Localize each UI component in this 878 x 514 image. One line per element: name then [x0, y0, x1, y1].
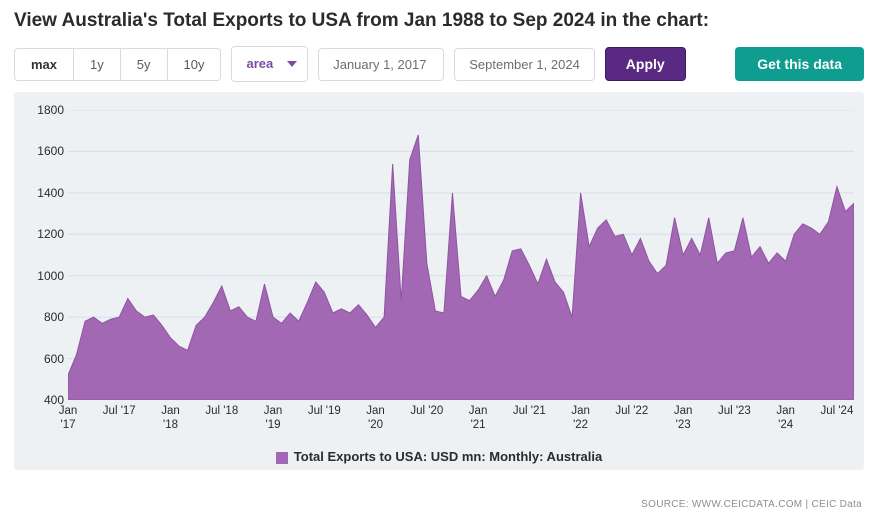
range-group: max1y5y10y	[14, 48, 221, 81]
get-data-button[interactable]: Get this data	[735, 47, 864, 81]
legend: Total Exports to USA: USD mn: Monthly: A…	[14, 449, 864, 464]
range-button-max[interactable]: max	[14, 48, 74, 81]
y-tick-label: 1200	[22, 227, 64, 241]
y-tick-label: 800	[22, 310, 64, 324]
controls-bar: max1y5y10y area January 1, 2017 Septembe…	[0, 46, 878, 92]
range-button-1y[interactable]: 1y	[74, 48, 121, 81]
source-attribution: SOURCE: WWW.CEICDATA.COM | CEIC Data	[641, 499, 862, 510]
x-tick-label: Jul '22	[615, 404, 648, 418]
chart-type-select[interactable]: area	[231, 46, 308, 82]
legend-label: Total Exports to USA: USD mn: Monthly: A…	[294, 449, 602, 464]
date-to-input[interactable]: September 1, 2024	[454, 48, 595, 81]
x-tick-label: Jul '21	[513, 404, 546, 418]
x-tick-label: Jul '20	[410, 404, 443, 418]
chevron-down-icon	[287, 61, 297, 67]
x-tick-label: Jul '23	[718, 404, 751, 418]
page-title: View Australia's Total Exports to USA fr…	[14, 10, 864, 32]
y-tick-label: 600	[22, 352, 64, 366]
area-chart	[68, 110, 854, 400]
chart-type-label: area	[246, 56, 273, 71]
y-tick-label: 1600	[22, 144, 64, 158]
x-tick-label: Jan '24	[776, 404, 795, 433]
x-tick-label: Jan '17	[59, 404, 78, 433]
x-tick-label: Jan '23	[674, 404, 693, 433]
x-tick-label: Jul '24	[820, 404, 853, 418]
x-tick-label: Jul '18	[205, 404, 238, 418]
y-tick-label: 400	[22, 393, 64, 407]
chart-area: Total Exports to USA: USD mn: Monthly: A…	[14, 92, 864, 470]
legend-swatch	[276, 452, 288, 464]
x-tick-label: Jul '19	[308, 404, 341, 418]
x-tick-label: Jan '20	[366, 404, 385, 433]
range-button-5y[interactable]: 5y	[121, 48, 168, 81]
y-tick-label: 1400	[22, 186, 64, 200]
range-button-10y[interactable]: 10y	[168, 48, 222, 81]
x-tick-label: Jul '17	[103, 404, 136, 418]
x-tick-label: Jan '22	[571, 404, 590, 433]
x-tick-label: Jan '18	[161, 404, 180, 433]
date-from-input[interactable]: January 1, 2017	[318, 48, 444, 81]
y-tick-label: 1000	[22, 269, 64, 283]
x-tick-label: Jan '19	[264, 404, 283, 433]
apply-button[interactable]: Apply	[605, 47, 686, 81]
y-tick-label: 1800	[22, 103, 64, 117]
x-tick-label: Jan '21	[469, 404, 488, 433]
